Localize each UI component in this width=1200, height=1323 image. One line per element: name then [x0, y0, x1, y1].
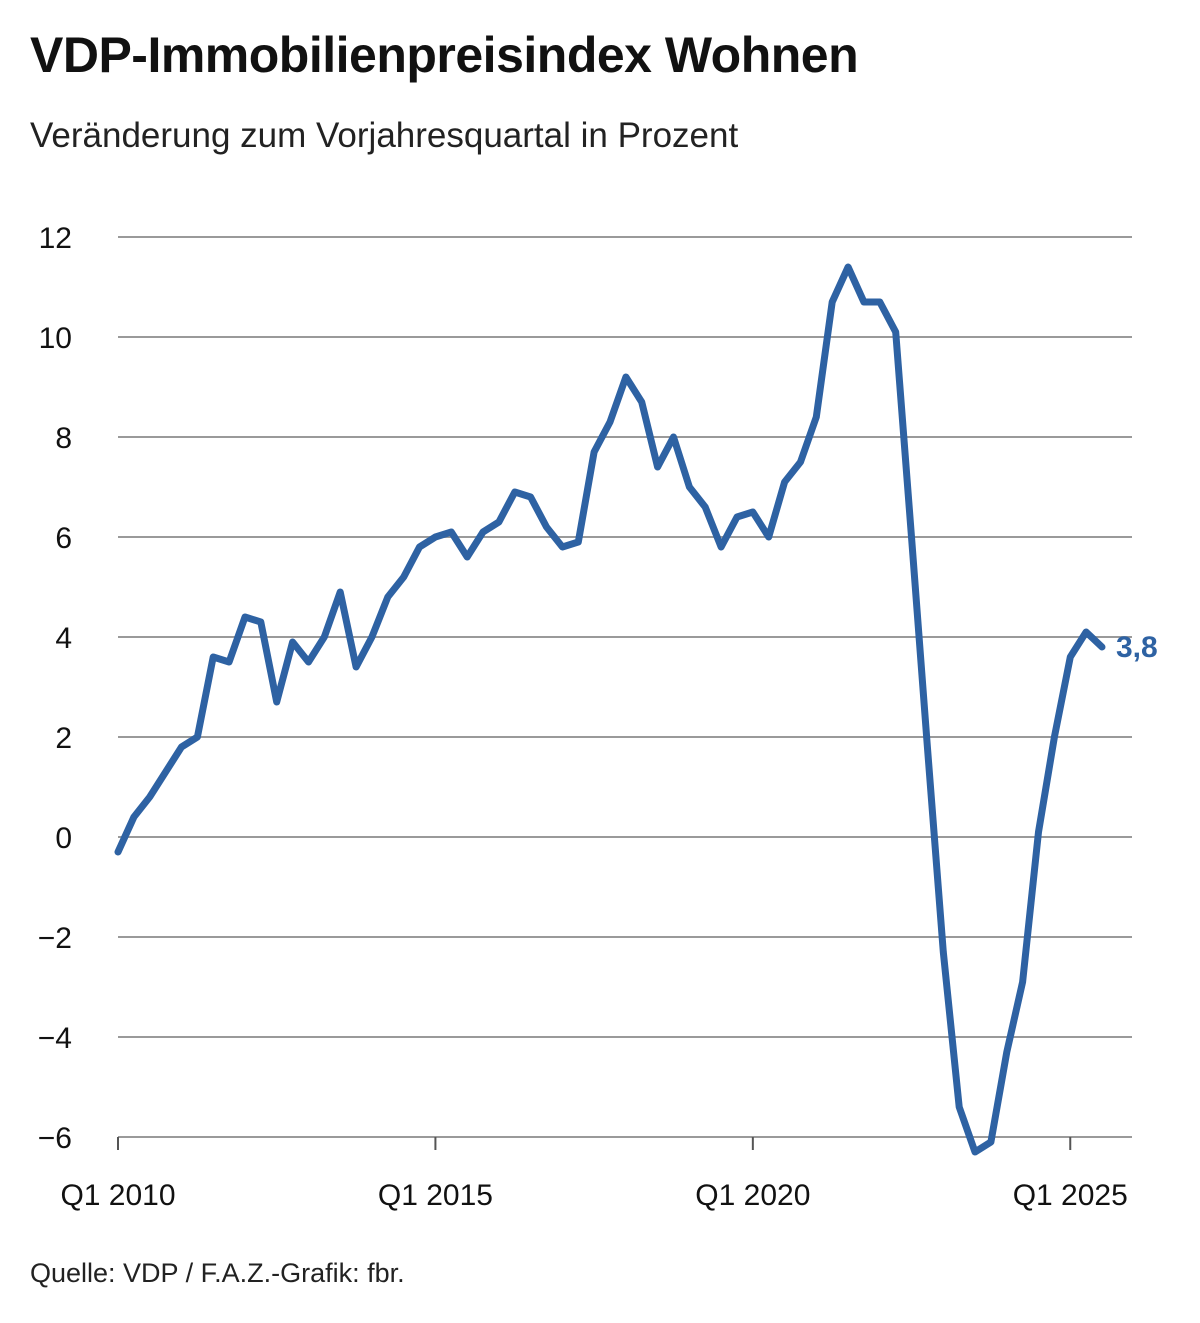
series-group	[114, 263, 1106, 1156]
x-tick-label: Q1 2025	[1013, 1179, 1128, 1212]
chart-subtitle: Veränderung zum Vorjahresquartal in Proz…	[30, 116, 739, 155]
x-tick-label: Q1 2020	[695, 1179, 810, 1212]
y-tick-label: −6	[38, 1122, 72, 1155]
y-tick-label: 6	[55, 522, 72, 555]
y-axis-ticks: 12 10 8 6 4 2 0 −2 −4 −6	[38, 222, 72, 1155]
series-line	[114, 263, 1106, 1156]
x-tick-label: Q1 2015	[378, 1179, 493, 1212]
x-tick-label: Q1 2010	[60, 1179, 175, 1212]
y-tick-label: −4	[38, 1022, 72, 1055]
gridlines	[118, 236, 1132, 1138]
x-axis-ticks: Q1 2010 Q1 2015 Q1 2020 Q1 2025	[60, 1137, 1128, 1212]
y-tick-label: 10	[39, 322, 72, 355]
y-tick-label: 12	[39, 222, 72, 255]
y-tick-label: 0	[55, 822, 72, 855]
y-tick-label: 2	[55, 722, 72, 755]
y-tick-label: −2	[38, 922, 72, 955]
source-note: Quelle: VDP / F.A.Z.-Grafik: fbr.	[30, 1258, 405, 1288]
y-tick-label: 4	[55, 622, 72, 655]
end-label-group: 3,8	[1116, 631, 1158, 664]
y-tick-label: 8	[55, 422, 72, 455]
chart-title: VDP-Immobilienpreisindex Wohnen	[30, 27, 859, 83]
end-value-label: 3,8	[1116, 631, 1158, 664]
